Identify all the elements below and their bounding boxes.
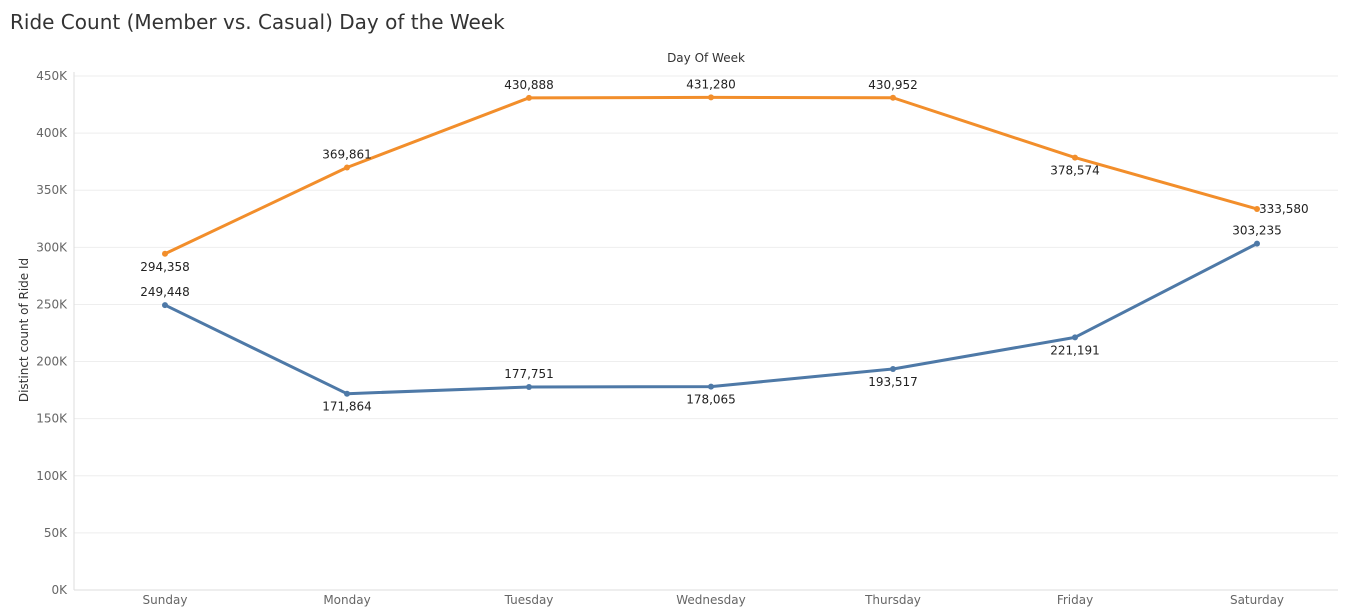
series-lines [162, 94, 1260, 397]
data-label: 249,448 [140, 285, 190, 299]
x-tick-label: Monday [323, 593, 370, 607]
data-point [708, 383, 714, 390]
axes: Day Of Week Distinct count of Ride Id [17, 51, 745, 402]
x-tick-label: Tuesday [504, 593, 554, 607]
data-point [344, 390, 350, 397]
data-label: 431,280 [686, 77, 736, 91]
data-label: 378,574 [1050, 164, 1100, 178]
x-tick-label: Wednesday [676, 593, 745, 607]
data-point [344, 164, 350, 171]
x-axis-title: Day Of Week [667, 51, 745, 65]
x-tick-label: Sunday [143, 593, 188, 607]
data-point [1072, 334, 1078, 341]
data-point [526, 94, 532, 101]
y-tick-label: 200K [36, 355, 68, 369]
y-tick-label: 100K [36, 469, 68, 483]
data-label: 193,517 [868, 375, 918, 389]
data-label: 171,864 [322, 400, 372, 414]
y-tick-label: 450K [36, 69, 68, 83]
y-ticks: 0K 50K 100K 150K 200K 250K 300K 350K 400K 450K [36, 69, 68, 597]
data-label: 221,191 [1050, 343, 1100, 357]
data-point [890, 94, 896, 101]
data-label: 333,580 [1259, 202, 1309, 216]
y-axis-title: Distinct count of Ride Id [17, 258, 31, 402]
data-point [1254, 205, 1260, 212]
data-point [526, 383, 532, 390]
chart-title: Ride Count (Member vs. Casual) Day of th… [10, 10, 505, 34]
data-point [162, 302, 168, 309]
data-label: 430,952 [868, 78, 918, 92]
x-tick-label: Friday [1057, 593, 1093, 607]
y-tick-label: 350K [36, 183, 68, 197]
x-ticks: Sunday Monday Tuesday Wednesday Thursday Frid… [143, 593, 1284, 607]
series-line-1 [164, 242, 1258, 396]
data-point [162, 250, 168, 257]
data-label: 177,751 [504, 367, 554, 381]
y-tick-label: 400K [36, 126, 68, 140]
y-tick-label: 250K [36, 297, 68, 311]
x-tick-label: Thursday [864, 593, 921, 607]
data-label: 303,235 [1232, 224, 1282, 238]
x-tick-label: Saturday [1230, 593, 1284, 607]
data-point [1254, 240, 1260, 247]
data-point [708, 94, 714, 101]
gridlines [73, 72, 1338, 591]
y-tick-label: 150K [36, 412, 68, 426]
data-point [1072, 154, 1078, 161]
data-label: 178,065 [686, 393, 736, 407]
data-label: 369,861 [322, 148, 372, 162]
data-label: 294,358 [140, 260, 190, 274]
y-tick-label: 0K [51, 583, 68, 597]
data-point [890, 365, 896, 372]
y-tick-label: 50K [44, 526, 68, 540]
y-tick-label: 300K [36, 240, 68, 254]
data-label: 430,888 [504, 78, 554, 92]
data-labels: 294,358 369,861 430,888 431,280 430,952 378,5… [140, 77, 1308, 413]
